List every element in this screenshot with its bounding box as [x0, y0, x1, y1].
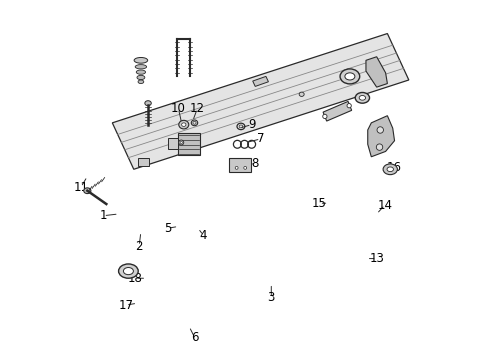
Text: 7: 7 — [256, 132, 264, 145]
Ellipse shape — [137, 75, 144, 80]
Text: 14: 14 — [377, 198, 391, 212]
Text: 10: 10 — [171, 102, 185, 115]
Text: 18: 18 — [127, 272, 142, 285]
Polygon shape — [367, 116, 394, 157]
Ellipse shape — [244, 166, 246, 169]
Ellipse shape — [376, 144, 382, 150]
Text: 4: 4 — [199, 229, 207, 242]
Polygon shape — [252, 76, 268, 86]
Ellipse shape — [299, 92, 304, 96]
Ellipse shape — [358, 95, 365, 100]
Polygon shape — [323, 102, 351, 121]
Ellipse shape — [376, 127, 383, 133]
Ellipse shape — [136, 70, 145, 74]
Ellipse shape — [354, 93, 369, 103]
Text: 3: 3 — [267, 291, 274, 305]
Text: 13: 13 — [368, 252, 384, 265]
Ellipse shape — [339, 69, 359, 84]
Ellipse shape — [235, 166, 238, 169]
FancyBboxPatch shape — [167, 138, 178, 149]
Text: 8: 8 — [251, 157, 258, 170]
Text: 17: 17 — [118, 298, 133, 311]
Text: 5: 5 — [163, 222, 171, 235]
Ellipse shape — [123, 267, 133, 275]
Text: 6: 6 — [190, 331, 198, 344]
Text: 1: 1 — [100, 209, 107, 222]
FancyBboxPatch shape — [229, 158, 250, 172]
FancyBboxPatch shape — [178, 133, 200, 155]
Text: 12: 12 — [189, 102, 204, 115]
Ellipse shape — [135, 64, 146, 69]
Ellipse shape — [144, 101, 151, 106]
Text: 2: 2 — [135, 240, 142, 253]
Ellipse shape — [118, 264, 138, 278]
Polygon shape — [365, 57, 386, 87]
Text: 16: 16 — [386, 161, 401, 174]
Text: 11: 11 — [73, 181, 88, 194]
Ellipse shape — [179, 120, 188, 129]
Ellipse shape — [386, 167, 393, 172]
FancyBboxPatch shape — [138, 158, 149, 166]
Ellipse shape — [138, 80, 143, 84]
Ellipse shape — [344, 73, 354, 80]
Polygon shape — [112, 33, 408, 169]
Ellipse shape — [382, 164, 397, 175]
Ellipse shape — [181, 123, 185, 126]
Ellipse shape — [346, 104, 350, 108]
Text: 9: 9 — [247, 118, 255, 131]
Ellipse shape — [83, 188, 91, 194]
Text: 15: 15 — [311, 197, 326, 210]
Ellipse shape — [179, 140, 183, 145]
Ellipse shape — [322, 114, 326, 118]
Ellipse shape — [180, 141, 182, 144]
Ellipse shape — [134, 58, 147, 63]
